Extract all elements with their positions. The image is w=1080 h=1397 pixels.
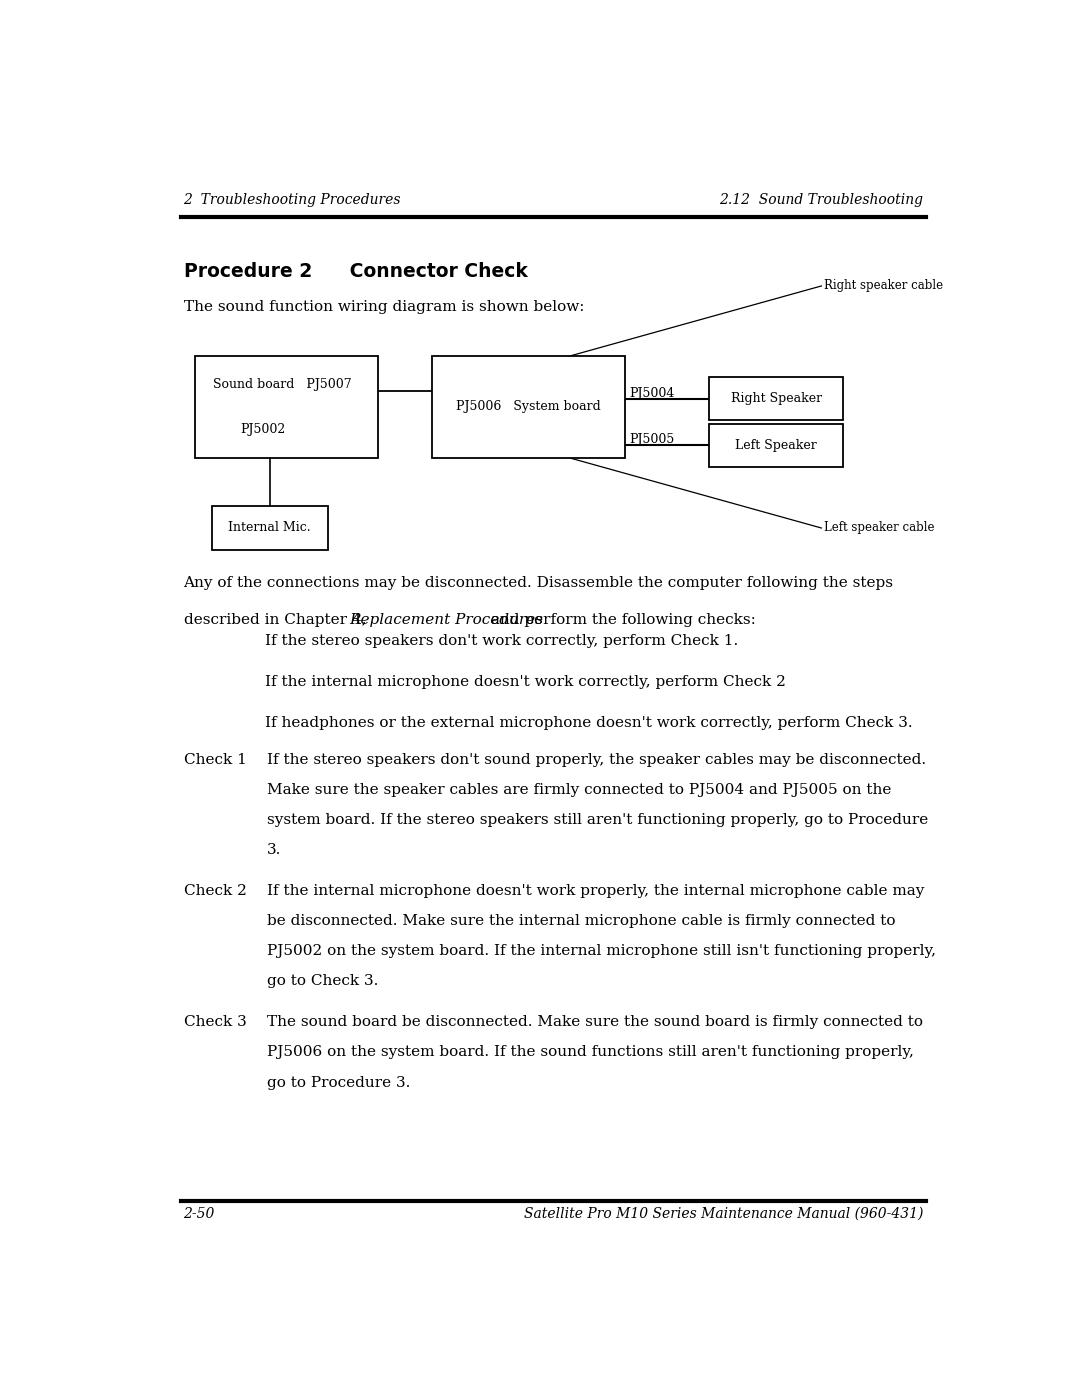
Text: PJ5006   System board: PJ5006 System board [456,401,600,414]
Bar [195,356,378,458]
Text: Right Speaker: Right Speaker [730,393,822,405]
Text: 2  Troubleshooting Procedures: 2 Troubleshooting Procedures [184,193,401,207]
Text: and perform the following checks:: and perform the following checks: [486,613,756,627]
Text: Check 3: Check 3 [184,1016,246,1030]
Text: Make sure the speaker cables are firmly connected to PJ5004 and PJ5005 on the: Make sure the speaker cables are firmly … [267,782,892,796]
Text: described in Chapter 4,: described in Chapter 4, [184,613,370,627]
Bar [432,356,624,458]
Text: system board. If the stereo speakers still aren't functioning properly, go to Pr: system board. If the stereo speakers sti… [267,813,929,827]
Text: If the stereo speakers don't work correctly, perform Check 1.: If the stereo speakers don't work correc… [265,634,738,648]
Text: go to Check 3.: go to Check 3. [267,975,379,989]
Text: Replacement Procedures: Replacement Procedures [349,613,543,627]
Text: Check 1: Check 1 [184,753,246,767]
Text: The sound board be disconnected. Make sure the sound board is firmly connected t: The sound board be disconnected. Make su… [267,1016,923,1030]
Text: The sound function wiring diagram is shown below:: The sound function wiring diagram is sho… [184,300,584,314]
Text: PJ5002: PJ5002 [241,423,286,436]
Text: 2.12  Sound Troubleshooting: 2.12 Sound Troubleshooting [719,193,923,207]
Text: be disconnected. Make sure the internal microphone cable is firmly connected to: be disconnected. Make sure the internal … [267,914,895,928]
Text: Check 2: Check 2 [184,884,246,898]
Bar [710,423,843,467]
Bar [710,377,843,420]
Text: 2-50: 2-50 [184,1207,215,1221]
Text: Sound board   PJ5007: Sound board PJ5007 [213,379,352,391]
Text: PJ5004: PJ5004 [629,387,674,400]
Text: PJ5006 on the system board. If the sound functions still aren't functioning prop: PJ5006 on the system board. If the sound… [267,1045,914,1059]
Bar [212,507,327,549]
Text: Right speaker cable: Right speaker cable [824,279,943,292]
Text: 3.: 3. [267,844,282,858]
Text: Left Speaker: Left Speaker [735,439,816,451]
Text: Left speaker cable: Left speaker cable [824,521,934,535]
Text: Procedure 2  Connector Check: Procedure 2 Connector Check [184,263,527,281]
Text: PJ5005: PJ5005 [629,433,674,446]
Text: PJ5002 on the system board. If the internal microphone still isn't functioning p: PJ5002 on the system board. If the inter… [267,944,936,958]
Text: If the stereo speakers don't sound properly, the speaker cables may be disconnec: If the stereo speakers don't sound prope… [267,753,927,767]
Text: If headphones or the external microphone doesn't work correctly, perform Check 3: If headphones or the external microphone… [265,717,913,731]
Text: If the internal microphone doesn't work properly, the internal microphone cable : If the internal microphone doesn't work … [267,884,924,898]
Text: Any of the connections may be disconnected. Disassemble the computer following t: Any of the connections may be disconnect… [184,577,893,591]
Text: Satellite Pro M10 Series Maintenance Manual (960-431): Satellite Pro M10 Series Maintenance Man… [524,1207,923,1221]
Text: go to Procedure 3.: go to Procedure 3. [267,1076,410,1090]
Text: Internal Mic.: Internal Mic. [229,521,311,535]
Text: If the internal microphone doesn't work correctly, perform Check 2: If the internal microphone doesn't work … [265,675,785,689]
